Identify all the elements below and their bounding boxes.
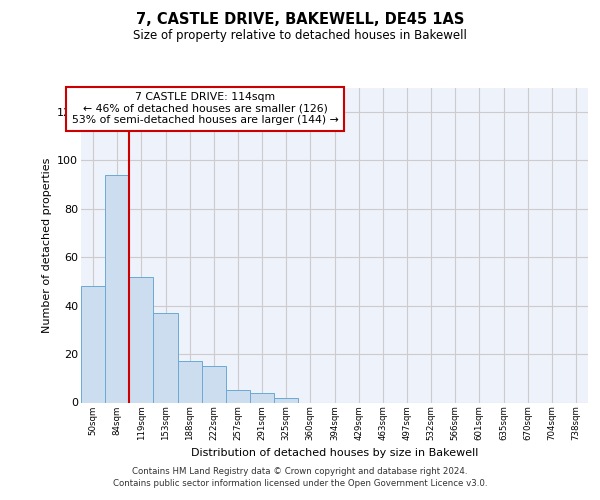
Bar <box>178 362 202 403</box>
Bar <box>274 398 298 402</box>
Text: 7, CASTLE DRIVE, BAKEWELL, DE45 1AS: 7, CASTLE DRIVE, BAKEWELL, DE45 1AS <box>136 12 464 28</box>
Bar <box>81 286 105 403</box>
X-axis label: Distribution of detached houses by size in Bakewell: Distribution of detached houses by size … <box>191 448 478 458</box>
Bar <box>154 313 178 402</box>
Text: Contains HM Land Registry data © Crown copyright and database right 2024.: Contains HM Land Registry data © Crown c… <box>132 467 468 476</box>
Bar <box>202 366 226 403</box>
Bar <box>129 276 154 402</box>
Bar <box>105 174 129 402</box>
Text: Contains public sector information licensed under the Open Government Licence v3: Contains public sector information licen… <box>113 478 487 488</box>
Bar <box>250 393 274 402</box>
Bar <box>226 390 250 402</box>
Y-axis label: Number of detached properties: Number of detached properties <box>41 158 52 332</box>
Text: 7 CASTLE DRIVE: 114sqm
← 46% of detached houses are smaller (126)
53% of semi-de: 7 CASTLE DRIVE: 114sqm ← 46% of detached… <box>72 92 338 126</box>
Text: Size of property relative to detached houses in Bakewell: Size of property relative to detached ho… <box>133 29 467 42</box>
